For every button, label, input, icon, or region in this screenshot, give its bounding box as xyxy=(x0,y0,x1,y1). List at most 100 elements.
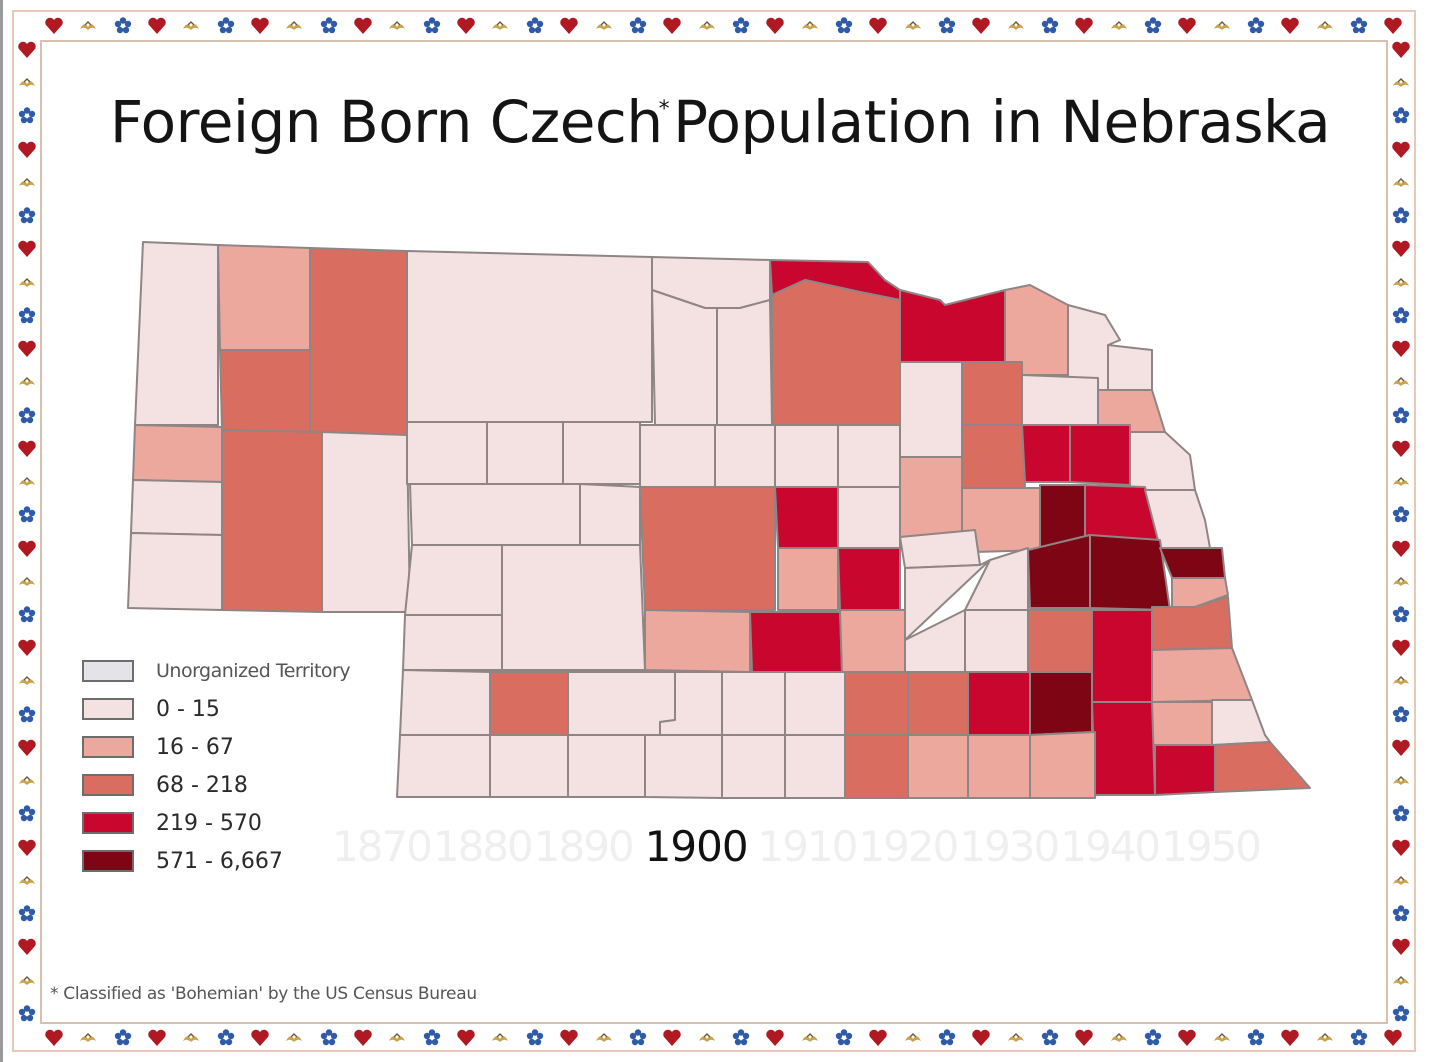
year-1870[interactable]: 1870 xyxy=(332,822,433,871)
year-1900-selected[interactable]: 1900 xyxy=(644,822,749,871)
heart-icon xyxy=(18,241,36,258)
county xyxy=(714,424,776,488)
county xyxy=(501,544,646,671)
bird-icon xyxy=(1393,776,1409,786)
legend-item: 68 - 218 xyxy=(82,766,350,804)
county xyxy=(1089,534,1171,611)
flower-icon xyxy=(1392,207,1410,224)
heart-icon xyxy=(560,1029,578,1046)
county xyxy=(402,614,503,671)
bird-icon xyxy=(19,975,35,985)
flower-icon xyxy=(526,1029,544,1046)
county xyxy=(409,483,581,546)
bird-icon xyxy=(19,776,35,786)
bird-icon xyxy=(698,1033,715,1042)
flower-icon xyxy=(18,207,36,224)
heart-icon xyxy=(45,17,63,34)
flower-icon xyxy=(1350,17,1368,34)
legend-label: Unorganized Territory xyxy=(156,660,351,682)
county xyxy=(644,609,751,673)
county xyxy=(967,734,1031,799)
ornament-border-left xyxy=(14,40,40,1024)
county xyxy=(396,734,491,798)
bird-icon xyxy=(492,21,509,30)
heart-icon xyxy=(766,17,784,34)
bird-icon xyxy=(1316,21,1333,30)
heart-icon xyxy=(1075,17,1094,34)
county xyxy=(784,734,846,799)
bird-icon xyxy=(80,1033,97,1042)
county xyxy=(1069,424,1131,486)
heart-icon xyxy=(1392,739,1410,756)
flower-icon xyxy=(18,406,36,423)
heart-icon xyxy=(1384,17,1403,34)
year-1910[interactable]: 1910 xyxy=(757,822,859,871)
heart-icon xyxy=(663,1029,681,1046)
flower-icon xyxy=(835,17,853,34)
bird-icon xyxy=(389,21,406,30)
flower-icon xyxy=(938,17,956,34)
county xyxy=(899,361,963,458)
bird-icon xyxy=(1393,377,1409,387)
flower-icon xyxy=(114,17,131,34)
year-1920[interactable]: 1920 xyxy=(858,822,959,871)
county xyxy=(844,671,909,736)
county xyxy=(1151,596,1233,651)
flower-icon xyxy=(938,1029,956,1046)
legend-item: 16 - 67 xyxy=(82,728,350,766)
county xyxy=(1144,489,1211,549)
year-1940[interactable]: 1940 xyxy=(1060,822,1161,871)
bird-icon xyxy=(904,1033,921,1042)
bird-icon xyxy=(19,576,35,586)
heart-icon xyxy=(663,17,681,34)
county xyxy=(837,424,901,488)
legend-swatch-class-5 xyxy=(82,850,134,872)
flower-icon xyxy=(1247,17,1265,34)
heart-icon xyxy=(1178,17,1197,34)
bird-icon xyxy=(1393,177,1409,187)
heart-icon xyxy=(18,839,36,856)
flower-icon xyxy=(1392,107,1410,124)
bird-icon xyxy=(904,21,921,30)
county xyxy=(404,544,503,616)
heart-icon xyxy=(1178,1029,1197,1046)
legend-item: 0 - 15 xyxy=(82,690,350,728)
legend-swatch-class-2 xyxy=(82,736,134,758)
year-1880[interactable]: 1880 xyxy=(432,822,534,871)
bird-icon xyxy=(1393,78,1409,88)
heart-icon xyxy=(1075,1029,1094,1046)
county xyxy=(489,734,569,798)
year-1890[interactable]: 1890 xyxy=(533,822,635,871)
bird-icon xyxy=(1007,21,1024,30)
bird-icon xyxy=(595,21,612,30)
heart-icon xyxy=(1392,41,1410,58)
flower-icon xyxy=(114,1029,131,1046)
county xyxy=(567,671,676,736)
county xyxy=(839,609,906,673)
year-1950[interactable]: 1950 xyxy=(1161,822,1262,871)
heart-icon xyxy=(1281,1029,1300,1046)
flower-icon xyxy=(18,805,36,822)
bird-icon xyxy=(19,477,35,487)
heart-icon xyxy=(869,1029,887,1046)
year-1930[interactable]: 1930 xyxy=(959,822,1060,871)
legend-label: 68 - 218 xyxy=(156,772,248,798)
county xyxy=(489,671,569,736)
legend-swatch-unorganized xyxy=(82,660,134,682)
county xyxy=(127,532,223,611)
bird-icon xyxy=(595,1033,612,1042)
county xyxy=(309,247,408,436)
flower-icon xyxy=(1350,1029,1368,1046)
county xyxy=(1151,647,1253,703)
flower-icon xyxy=(320,17,337,34)
ornament-border-bottom xyxy=(44,1024,1404,1052)
county xyxy=(639,424,716,488)
bird-icon xyxy=(183,21,200,30)
county xyxy=(907,671,969,736)
bird-icon xyxy=(1393,676,1409,686)
county xyxy=(639,486,776,611)
county xyxy=(1029,731,1096,799)
county xyxy=(1151,701,1213,746)
heart-icon xyxy=(251,17,269,34)
title-asterisk: * xyxy=(658,97,670,122)
